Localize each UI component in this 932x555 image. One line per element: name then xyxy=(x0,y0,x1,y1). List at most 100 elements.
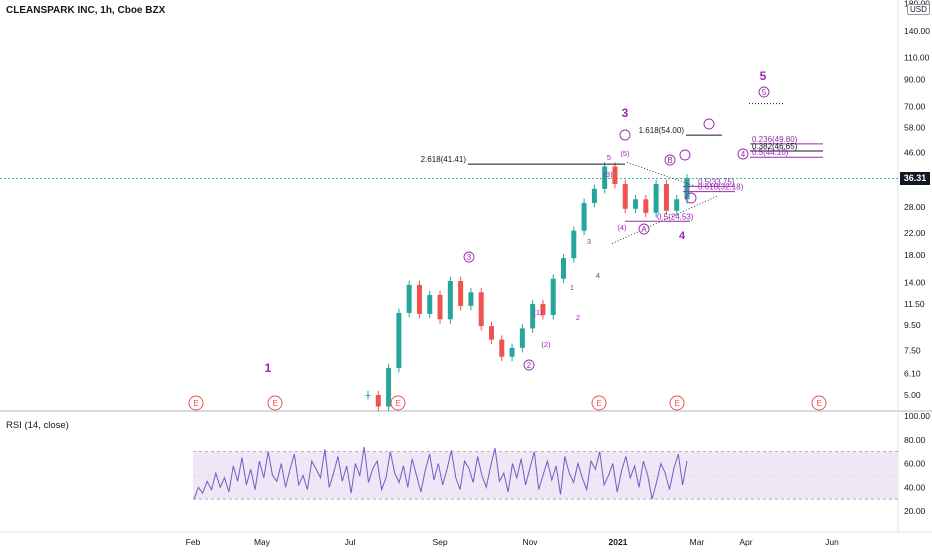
wave-label: (4) xyxy=(617,223,627,232)
x-tick-label: Sep xyxy=(432,537,447,547)
candle-body xyxy=(653,184,659,213)
earnings-marker xyxy=(811,395,827,411)
wave-label: 1 xyxy=(570,283,574,292)
wave-label: (2) xyxy=(541,340,551,349)
wave-label: 5 xyxy=(762,88,767,97)
wave-circle xyxy=(638,223,650,235)
candle-body xyxy=(437,294,443,320)
candle-body xyxy=(612,166,618,185)
wave-label: (1) xyxy=(533,308,543,317)
candle-body xyxy=(571,230,577,259)
wave-label: 2 xyxy=(527,361,532,370)
last-price-tag: 36.31 xyxy=(900,171,930,185)
candle-body xyxy=(540,304,546,315)
fib-label: 0.618(32.18) xyxy=(698,183,744,192)
y-tick-label: 11.50 xyxy=(904,299,925,309)
fib-label: 0.382(46.65) xyxy=(752,142,798,151)
wave-label: (3) xyxy=(603,170,613,179)
candle-body xyxy=(663,184,669,211)
y-tick-label: 28.00 xyxy=(904,202,926,212)
candle-body xyxy=(643,199,649,213)
chart-title: CLEANSPARK INC, 1h, Cboe BZX xyxy=(6,5,166,16)
earnings-label: E xyxy=(596,399,601,408)
trendline-upper xyxy=(626,162,695,186)
earnings-marker xyxy=(669,395,685,411)
earnings-marker xyxy=(591,395,607,411)
wave-circle xyxy=(619,129,631,141)
x-tick-label: Feb xyxy=(186,537,201,547)
y-tick-label: 6.10 xyxy=(904,368,921,378)
fib-label: 2.618(41.41) xyxy=(421,155,467,164)
wave-circle xyxy=(703,118,715,130)
candle-body xyxy=(591,188,597,203)
wave-label: 4 xyxy=(679,230,686,242)
trendline-lower xyxy=(611,195,719,244)
x-tick-label: May xyxy=(254,537,271,547)
x-tick-label: Jul xyxy=(345,537,356,547)
wave-label: A xyxy=(641,225,647,234)
candle-body xyxy=(458,280,464,306)
fib-label: 1.618(54.00) xyxy=(639,126,685,135)
wave-label: 5 xyxy=(607,153,611,162)
wave-label: 5 xyxy=(760,69,767,83)
candle-body xyxy=(375,395,381,407)
candle-body xyxy=(488,326,494,340)
y-tick-label: 14.00 xyxy=(904,278,926,288)
candle-body xyxy=(416,284,422,314)
candle-body xyxy=(427,294,433,314)
wave-label: 2 xyxy=(576,313,580,322)
y-tick-label: 70.00 xyxy=(904,102,926,112)
currency-badge[interactable]: USD xyxy=(907,4,930,15)
x-tick-label: 2021 xyxy=(609,537,628,547)
wave-circle xyxy=(758,86,770,98)
earnings-label: E xyxy=(816,399,821,408)
candle-body xyxy=(581,202,587,231)
candle-body xyxy=(447,280,453,320)
earnings-label: E xyxy=(272,399,277,408)
candle-body xyxy=(622,184,628,209)
candle-body xyxy=(684,178,690,200)
earnings-marker xyxy=(188,395,204,411)
rsi-tick-label: 20.00 xyxy=(904,506,926,516)
wave-label: 4 xyxy=(596,271,600,280)
candle-body xyxy=(519,328,525,348)
wave-circle xyxy=(685,192,697,204)
y-tick-label: 140.00 xyxy=(904,26,930,36)
earnings-label: E xyxy=(395,399,400,408)
wave-circle xyxy=(737,148,749,160)
rsi-tick-label: 80.00 xyxy=(904,435,926,445)
candle-body xyxy=(406,284,412,313)
rsi-tick-label: 100.00 xyxy=(904,411,930,421)
wave-circle xyxy=(664,154,676,166)
wave-circle xyxy=(523,359,535,371)
wave-label: 3 xyxy=(622,106,629,120)
x-tick-label: Nov xyxy=(522,537,538,547)
y-tick-label: 7.50 xyxy=(904,346,921,356)
y-tick-label: 9.50 xyxy=(904,320,921,330)
candle-body xyxy=(674,199,680,211)
rsi-line xyxy=(193,446,688,500)
wave-label: B xyxy=(667,156,672,165)
fib-label: 0.5(33.75) xyxy=(698,177,735,186)
y-tick-label: 46.00 xyxy=(904,148,926,158)
wave-circle xyxy=(463,251,475,263)
y-tick-label: 22.00 xyxy=(904,228,926,238)
candle-body xyxy=(386,368,392,407)
rsi-title: RSI (14, close) xyxy=(6,420,69,431)
y-tick-label: 18.00 xyxy=(904,250,926,260)
candle-body xyxy=(561,258,567,279)
earnings-label: E xyxy=(193,399,198,408)
fib-label: 0.5(44.10) xyxy=(752,148,789,157)
earnings-label: E xyxy=(674,399,679,408)
wave-label: 3 xyxy=(467,253,472,262)
y-tick-label: 110.00 xyxy=(904,52,930,62)
x-tick-label: Jun xyxy=(825,537,839,547)
y-tick-label: 90.00 xyxy=(904,74,926,84)
x-tick-label: Mar xyxy=(690,537,705,547)
candle-body xyxy=(478,292,484,327)
earnings-marker xyxy=(390,395,406,411)
candle-body xyxy=(509,347,515,357)
fib-label: 0.5(24.53) xyxy=(657,212,694,221)
